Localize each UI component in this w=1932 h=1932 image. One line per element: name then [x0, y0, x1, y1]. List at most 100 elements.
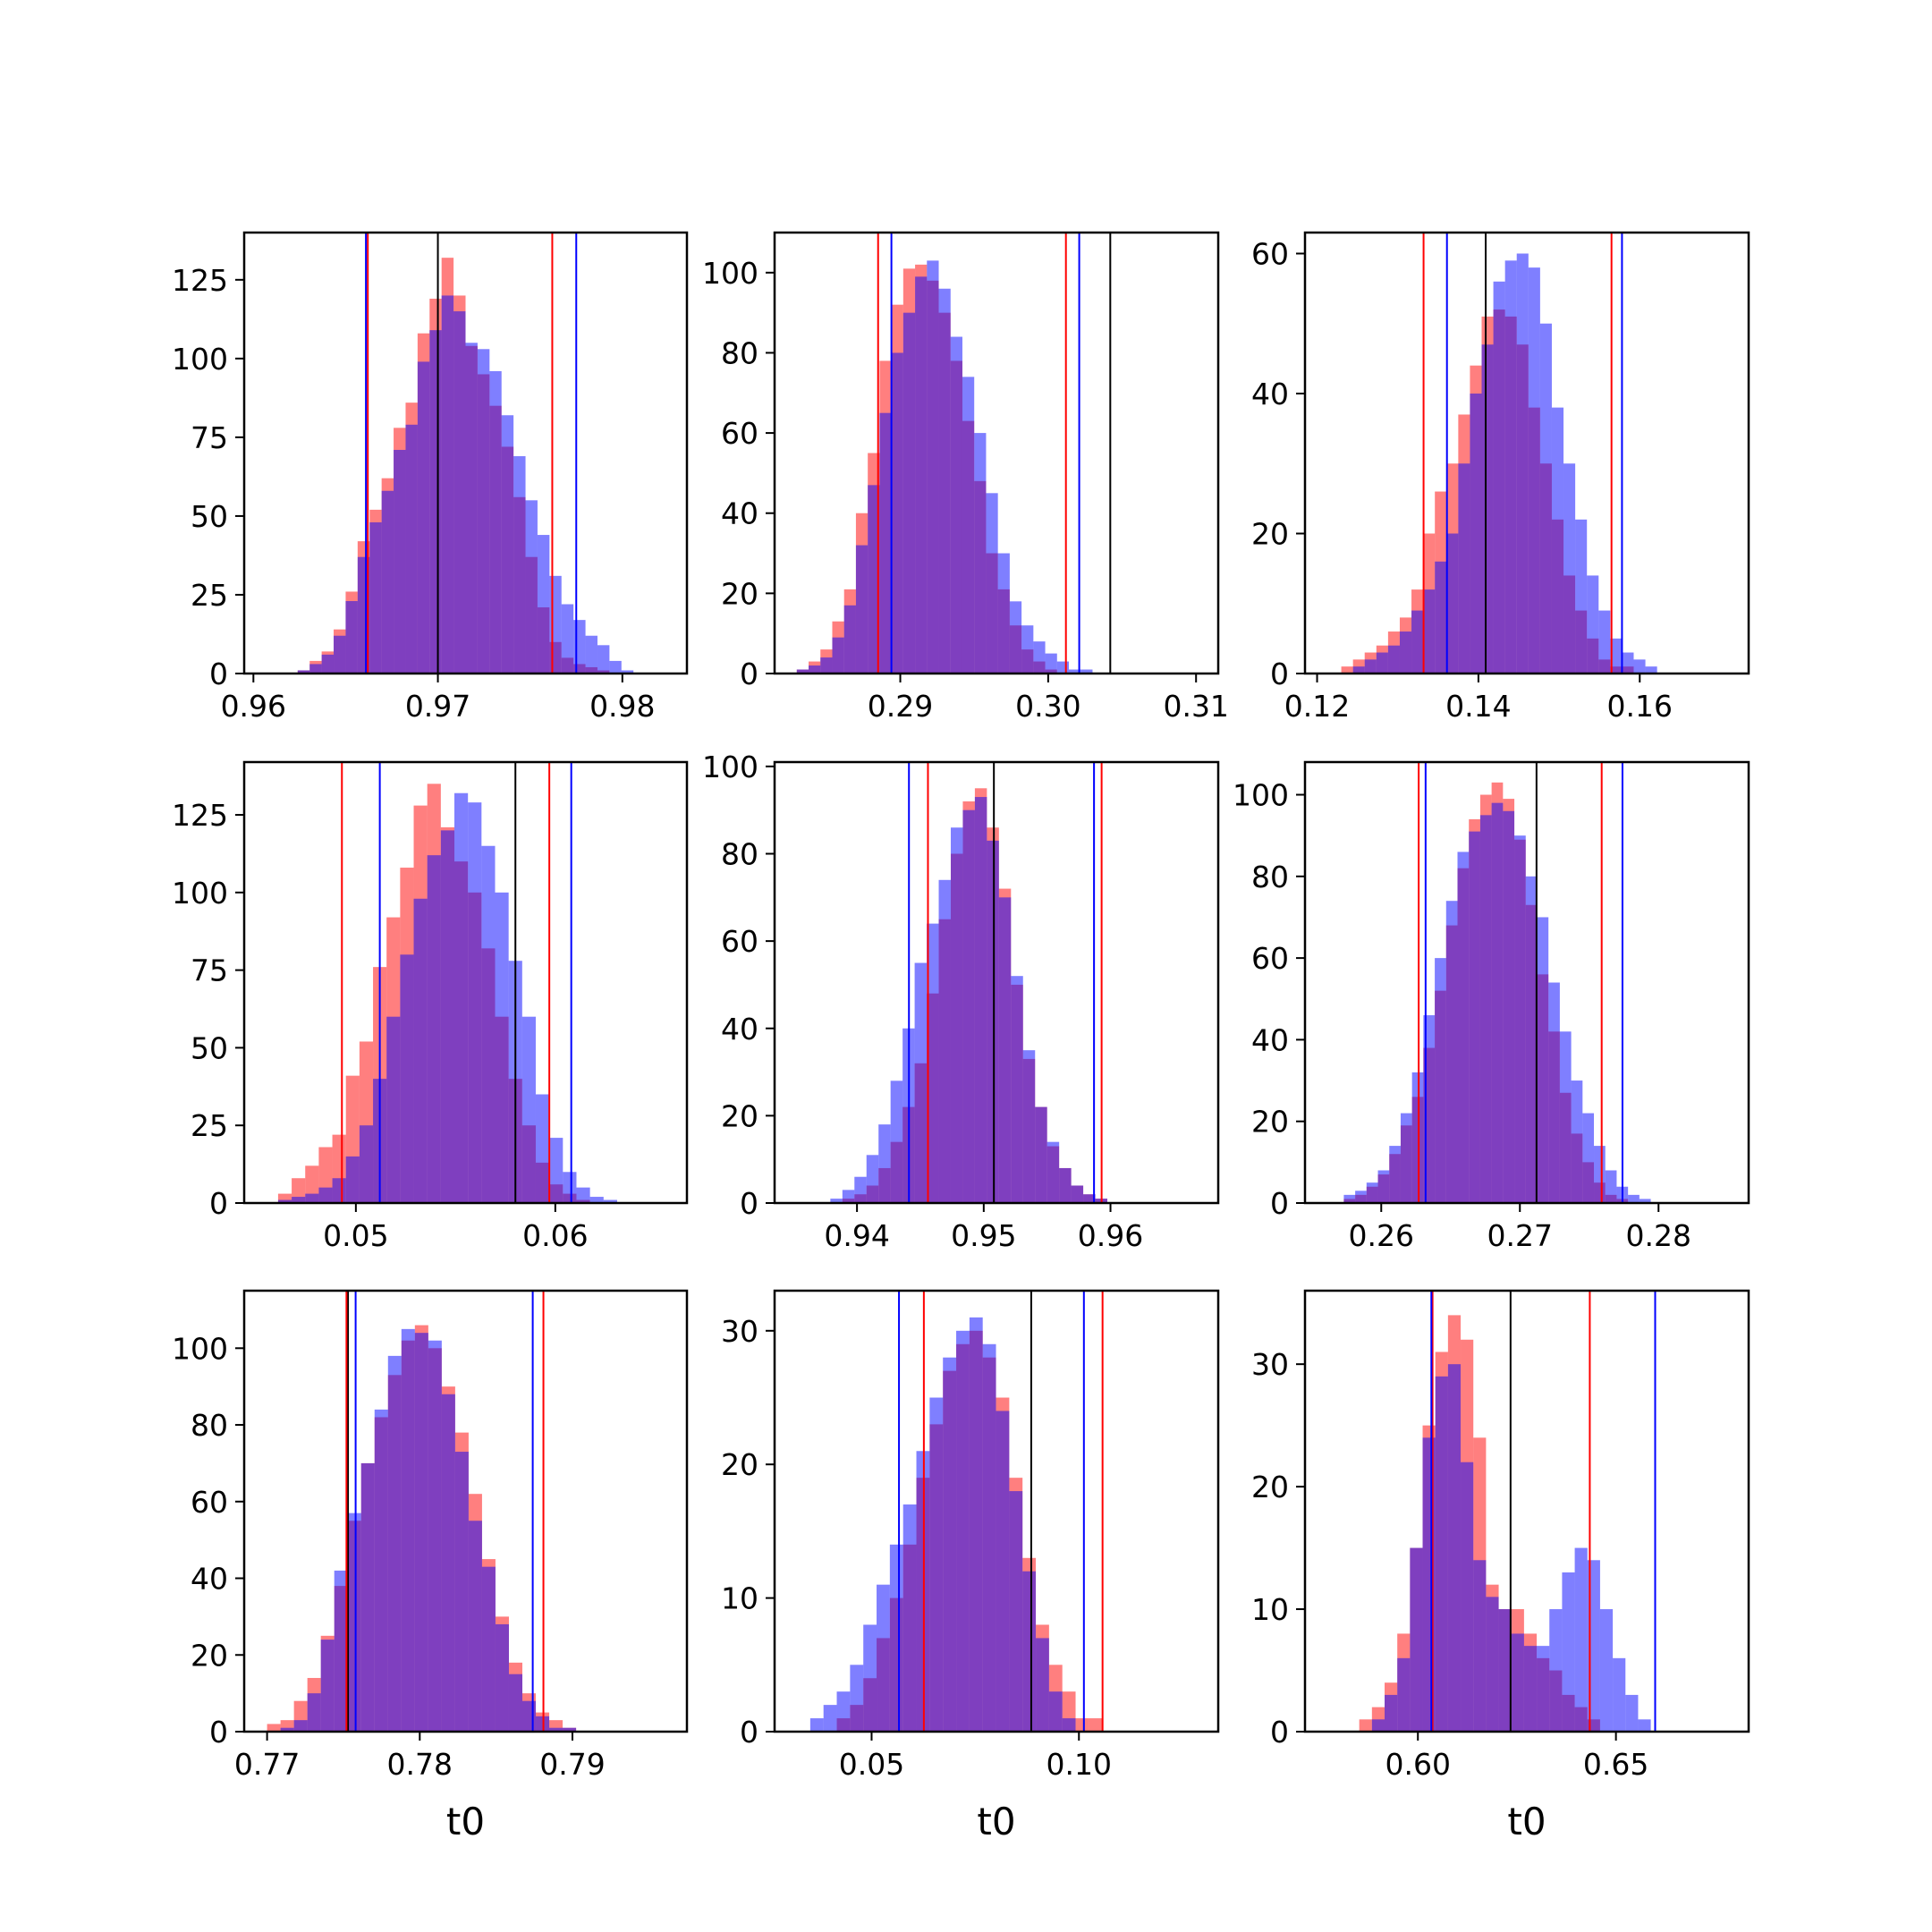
histogram-bar-blue-9 [405, 424, 418, 674]
histogram-bar-blue-27 [621, 670, 634, 674]
axes-frame [242, 231, 689, 675]
histogram-bar-blue-10 [1457, 852, 1470, 1203]
y-tick-label: 60 [721, 416, 758, 451]
histogram-bar-blue-10 [1458, 463, 1470, 674]
histogram-bar-blue-20 [1599, 1609, 1614, 1732]
histogram-bar-red-1 [292, 1178, 306, 1203]
histogram-bar-blue-17 [495, 1623, 509, 1732]
y-tick-label: 100 [702, 750, 758, 784]
histogram-bar-blue-10 [413, 898, 428, 1203]
histogram-bar-red-22 [1089, 1718, 1103, 1732]
histogram-bar-blue-1 [280, 1727, 294, 1732]
histogram-bar-blue-5 [1399, 631, 1412, 674]
plot-area [809, 1291, 1104, 1732]
x-tick-label: 0.95 [951, 1218, 1016, 1253]
histogram-bar-blue-8 [386, 1016, 401, 1203]
y-tick-label: 0 [1270, 1715, 1289, 1750]
histogram-bar-blue-2 [820, 657, 833, 674]
x-tick-label: 0.29 [868, 689, 933, 724]
histogram-bar-blue-20 [1571, 1080, 1583, 1203]
y-tick-label: 80 [721, 837, 758, 872]
histogram-bar-blue-15 [468, 1521, 482, 1732]
histogram-bar-blue-9 [914, 962, 928, 1203]
axes-frame [1303, 231, 1750, 675]
histogram-bar-blue-11 [1486, 1597, 1499, 1732]
x-tick-label: 0.26 [1349, 1218, 1414, 1253]
histogram-bar-blue-5 [334, 1570, 348, 1732]
histogram-bar-blue-9 [400, 954, 414, 1203]
histogram-bar-blue-5 [1400, 1113, 1412, 1203]
histogram-bar-blue-13 [1491, 802, 1504, 1203]
histogram-bar-blue-15 [481, 845, 496, 1203]
histogram-bar-blue-20 [1062, 1718, 1076, 1732]
histogram-bar-blue-19 [535, 1094, 550, 1203]
plot-area [267, 1291, 577, 1732]
y-tick-label: 25 [191, 1108, 228, 1143]
histogram-bar-blue-17 [1562, 1572, 1575, 1732]
histogram-bar-blue-8 [891, 352, 903, 674]
histogram-bar-blue-16 [489, 370, 502, 674]
histogram-bar-blue-12 [428, 1340, 442, 1732]
histogram-bar-blue-10 [417, 361, 430, 674]
y-tick-label: 10 [1251, 1592, 1289, 1627]
histogram-bar-blue-4 [345, 601, 358, 674]
plot-area [796, 233, 1112, 674]
histogram-bar-blue-20 [1046, 1141, 1060, 1203]
x-tick-label: 0.97 [405, 689, 470, 724]
histogram-bar-blue-22 [561, 604, 574, 674]
histogram-bar-blue-12 [1481, 344, 1494, 674]
y-tick-label: 100 [1233, 778, 1289, 813]
histogram-bar-blue-26 [609, 660, 622, 674]
histogram-bar-blue-5 [345, 1156, 360, 1203]
histogram-bar-blue-21 [1045, 653, 1057, 674]
histogram-bar-blue-10 [927, 923, 939, 1203]
histogram-panel-8: 0.05 0.10 0 10 20 30 t0 [721, 1289, 1220, 1843]
histogram-bar-blue-1 [1355, 1191, 1367, 1203]
histogram-bar-blue-2 [1364, 659, 1377, 674]
histogram-panel-3: 0.12 0.14 0.16 0 20 40 60 [1251, 231, 1750, 724]
series-blue [280, 1328, 577, 1732]
histogram-bar-red-0 [267, 1724, 281, 1732]
histogram-bar-blue-14 [974, 797, 987, 1203]
histogram-bar-blue-7 [1423, 589, 1436, 674]
histogram-bar-blue-21 [549, 1727, 564, 1732]
y-tick-label: 0 [740, 657, 758, 691]
y-tick-label: 75 [191, 953, 228, 988]
histogram-bar-blue-22 [563, 1727, 577, 1732]
histogram-panel-4: 0.05 0.06 0 25 50 75 100 125 [172, 760, 689, 1253]
histogram-bar-blue-24 [1080, 669, 1093, 674]
histogram-bar-blue-17 [1022, 1571, 1037, 1732]
y-tick-label: 80 [191, 1408, 228, 1443]
histogram-bar-blue-20 [536, 1716, 550, 1732]
histogram-bar-blue-7 [889, 1544, 903, 1732]
histogram-bar-blue-26 [1645, 666, 1657, 674]
histogram-bar-blue-23 [1083, 1194, 1096, 1203]
series-blue [1352, 253, 1657, 674]
histogram-bar-blue-22 [1594, 1146, 1606, 1203]
histogram-bar-blue-21 [1582, 1113, 1595, 1203]
y-tick-label: 60 [191, 1485, 228, 1520]
histogram-bar-blue-22 [1071, 1185, 1084, 1203]
histogram-bar-blue-8 [902, 1504, 917, 1732]
histogram-bar-blue-19 [1563, 463, 1576, 674]
y-tick-label: 0 [209, 1715, 228, 1750]
histogram-bar-blue-9 [902, 312, 916, 674]
axes-frame [1303, 760, 1750, 1205]
y-tick-label: 40 [1251, 377, 1289, 411]
histogram-bar-blue-13 [969, 1317, 983, 1732]
histogram-bar-blue-12 [1498, 1609, 1512, 1732]
axes-frame [242, 760, 689, 1205]
histogram-bar-blue-16 [481, 1566, 496, 1732]
histogram-panel-9: 0.60 0.65 0 10 20 30 t0 [1251, 1289, 1750, 1843]
histogram-bar-blue-14 [1523, 1646, 1538, 1732]
x-tick-label: 0.10 [1046, 1747, 1112, 1782]
histogram-bar-blue-0 [1343, 1194, 1356, 1203]
histogram-bar-blue-6 [868, 485, 880, 674]
histogram-bar-blue-18 [513, 456, 526, 674]
histogram-bar-blue-23 [1610, 638, 1623, 674]
histogram-bar-blue-16 [495, 892, 509, 1203]
x-tick-label: 0.14 [1445, 689, 1511, 724]
histogram-bar-blue-2 [321, 654, 335, 674]
histogram-bar-red-0 [1341, 666, 1353, 674]
